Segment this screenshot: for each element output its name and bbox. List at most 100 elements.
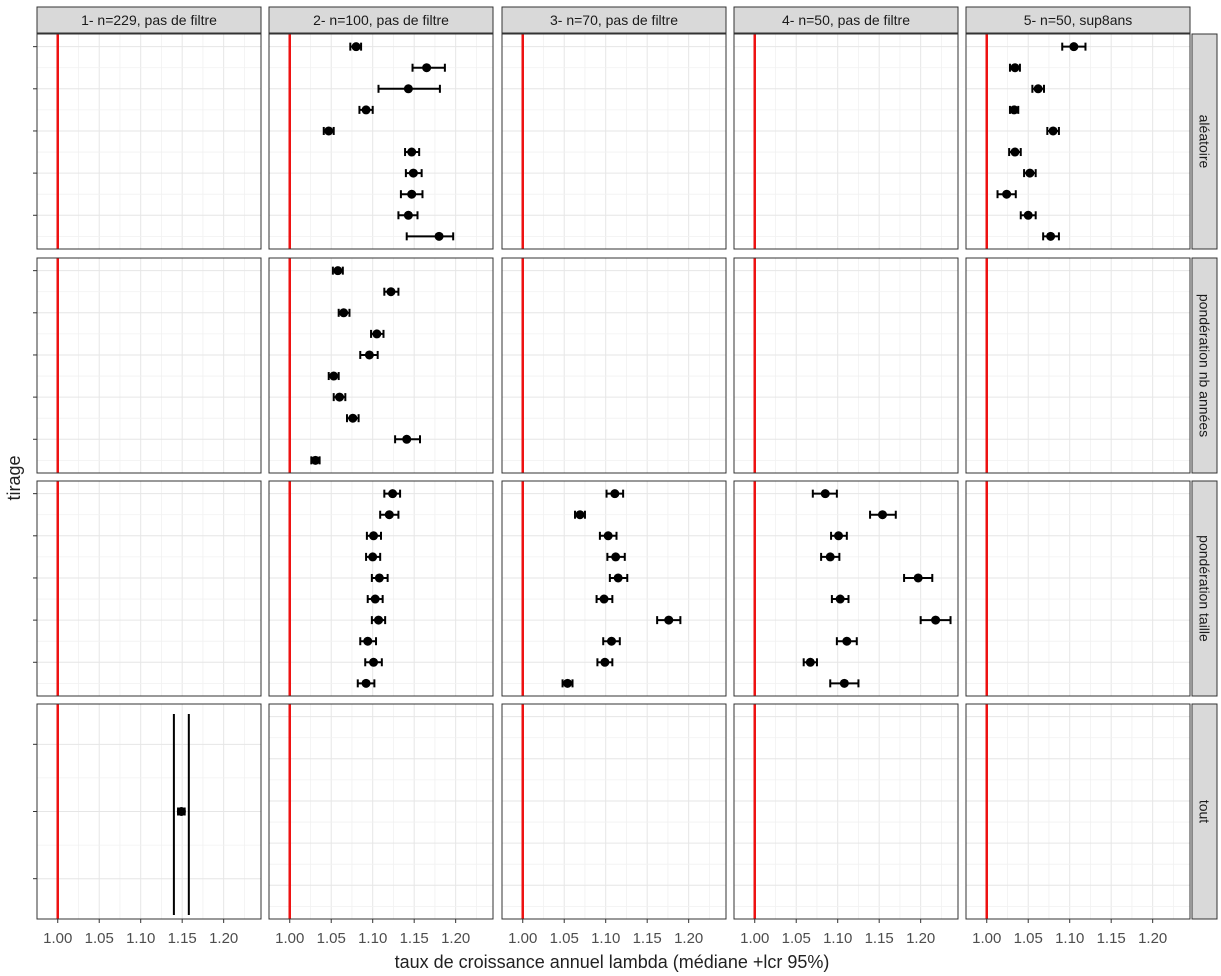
data-point xyxy=(611,552,621,562)
x-tick-label: 1.15 xyxy=(865,930,894,947)
x-tick-label: 1.20 xyxy=(674,930,703,947)
x-tick-label: 1.00 xyxy=(275,930,304,947)
data-point xyxy=(348,413,358,423)
column-strip-label: 5- n=50, sup8ans xyxy=(1024,12,1133,28)
panel-background xyxy=(734,481,958,696)
panel-background xyxy=(734,258,958,473)
column-strip-label: 3- n=70, pas de filtre xyxy=(550,12,678,28)
data-point xyxy=(351,42,361,52)
data-point xyxy=(834,531,844,541)
data-point xyxy=(403,210,413,220)
y-axis-label: tirage xyxy=(4,455,24,500)
column-strip xyxy=(733,6,959,34)
panel-border xyxy=(36,480,262,697)
panel-border xyxy=(965,480,1191,697)
data-point xyxy=(610,489,620,499)
data-point xyxy=(1025,168,1035,178)
x-axis-ticks: 1.00 1.05 1.10 1.15 1.20 1.00 1.05 1.10 1.15 1.20… xyxy=(43,919,1167,947)
x-tick-label: 1.05 xyxy=(85,930,114,947)
x-tick-label: 1.10 xyxy=(823,930,852,947)
panel-r1-c0 xyxy=(36,257,262,474)
panel-background xyxy=(37,34,261,249)
panel-r0-c4 xyxy=(965,33,1191,250)
column-strip-label: 2- n=100, pas de filtre xyxy=(313,12,449,28)
data-point xyxy=(1010,147,1020,157)
data-point xyxy=(364,350,374,360)
panels-layer xyxy=(36,33,1191,920)
data-point xyxy=(600,657,610,667)
panel-border xyxy=(268,480,494,697)
data-point xyxy=(384,510,394,520)
panel-background xyxy=(269,34,493,249)
column-strip-label: 4- n=50, pas de filtre xyxy=(782,12,910,28)
data-point xyxy=(363,636,373,646)
column-strip xyxy=(268,6,494,34)
data-point xyxy=(361,105,371,115)
data-point xyxy=(374,573,384,583)
panel-r0-c1 xyxy=(268,33,494,250)
data-point xyxy=(324,126,334,136)
x-tick-label: 1.05 xyxy=(782,930,811,947)
panel-background xyxy=(269,704,493,919)
data-point xyxy=(374,615,384,625)
x-tick-label: 1.15 xyxy=(1097,930,1126,947)
panel-r3-c3 xyxy=(733,703,959,920)
panel-background xyxy=(502,34,726,249)
data-point xyxy=(310,455,320,465)
data-point xyxy=(407,147,417,157)
panel-background xyxy=(966,704,1190,919)
panel-background xyxy=(966,481,1190,696)
panel-r1-c2 xyxy=(501,257,727,474)
panel-border xyxy=(268,33,494,250)
data-point xyxy=(805,657,815,667)
data-point xyxy=(603,531,613,541)
data-point xyxy=(613,573,623,583)
data-point xyxy=(575,510,585,520)
x-tick-label: 1.20 xyxy=(209,930,238,947)
panel-border xyxy=(501,33,727,250)
panel-border xyxy=(733,703,959,920)
panel-background xyxy=(502,258,726,473)
panel-r2-c1 xyxy=(268,480,494,697)
row-strip-label: aléatoire xyxy=(1197,115,1213,169)
data-point xyxy=(402,434,412,444)
data-point xyxy=(1010,63,1020,73)
x-tick-label: 1.15 xyxy=(400,930,429,947)
row-strip xyxy=(1191,33,1218,250)
data-point xyxy=(607,636,617,646)
y-axis-ticks xyxy=(33,46,37,880)
data-point xyxy=(422,63,432,73)
data-point xyxy=(176,807,186,816)
panel-background xyxy=(37,481,261,696)
row-strip-label: tout xyxy=(1197,800,1213,823)
panel-border xyxy=(501,257,727,474)
data-point xyxy=(839,678,849,688)
data-point xyxy=(1048,126,1058,136)
column-strip xyxy=(36,6,262,34)
row-strip xyxy=(1191,480,1218,697)
data-point xyxy=(878,510,888,520)
data-point xyxy=(369,657,379,667)
data-point xyxy=(1046,231,1056,241)
panel-r0-c0 xyxy=(36,33,262,250)
data-point xyxy=(407,189,417,199)
x-tick-label: 1.20 xyxy=(1138,930,1167,947)
data-point xyxy=(842,636,852,646)
x-tick-label: 1.00 xyxy=(508,930,537,947)
x-tick-label: 1.20 xyxy=(441,930,470,947)
data-point xyxy=(370,594,380,604)
row-strip xyxy=(1191,257,1218,474)
panel-border xyxy=(501,703,727,920)
data-point xyxy=(434,231,444,241)
x-tick-label: 1.10 xyxy=(358,930,387,947)
panel-background xyxy=(269,258,493,473)
panel-border xyxy=(268,257,494,474)
column-strips: 1- n=229, pas de filtre 2- n=100, pas de … xyxy=(36,6,1191,34)
panel-border xyxy=(501,480,727,697)
data-point xyxy=(368,552,378,562)
data-point xyxy=(1069,42,1079,52)
data-point xyxy=(386,287,396,297)
data-point xyxy=(664,615,674,625)
row-strips: aléatoire pondération nb années pondératio… xyxy=(1191,33,1218,920)
